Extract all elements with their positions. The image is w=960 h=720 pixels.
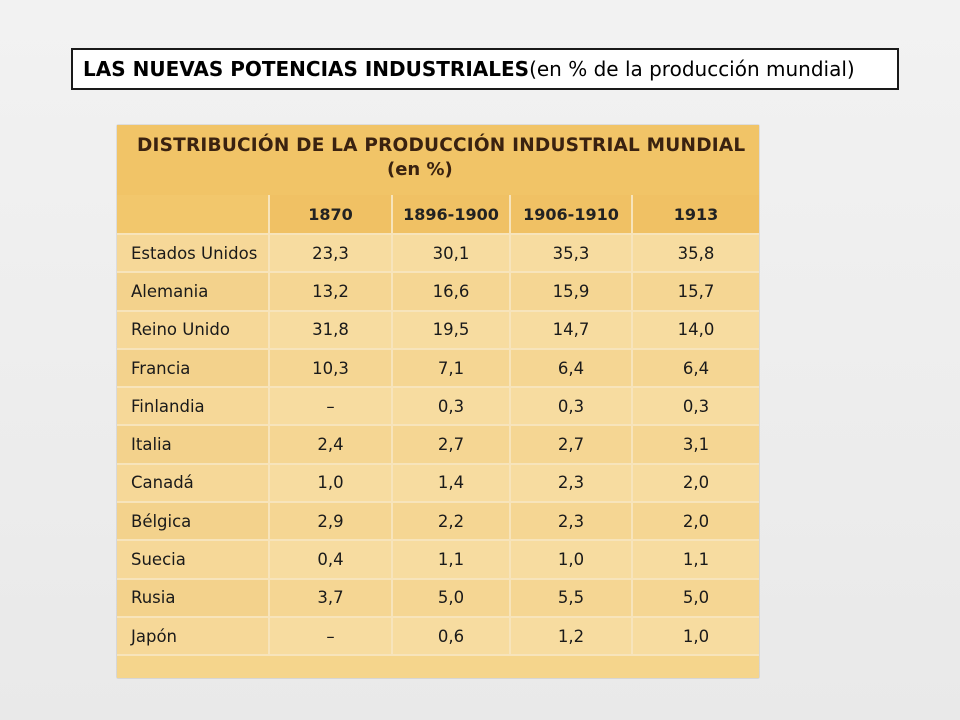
value-cell: 2,0 [631,502,759,542]
value-cell: 0,3 [631,387,759,427]
value-cell: 7,1 [391,348,510,389]
table-row: Bélgica 2,9 2,2 2,3 2,0 [117,502,759,542]
value-cell: 2,7 [509,425,632,465]
value-cell: 0,3 [509,387,632,427]
value-cell: 0,4 [268,540,392,580]
production-table: 1870 1896-1900 1906-1910 1913 Estados Un… [117,195,759,657]
table-row: Suecia 0,4 1,1 1,0 1,1 [117,540,759,580]
table-subtitle: (en %) [387,159,453,180]
value-cell: 1,4 [391,463,510,504]
country-cell: Canadá [117,463,269,504]
slide-title-rest: (en % de la producción mundial) [529,57,855,81]
country-cell: Alemania [117,272,269,312]
table-row: Japón – 0,6 1,2 1,0 [117,616,759,657]
slide-title-bold: LAS NUEVAS POTENCIAS INDUSTRIALES [83,57,530,81]
column-header: 1913 [631,195,759,235]
table-row: Canadá 1,0 1,4 2,3 2,0 [117,463,759,504]
value-cell: 1,1 [631,540,759,580]
table-header-row: 1870 1896-1900 1906-1910 1913 [117,195,759,235]
value-cell: 35,8 [631,234,759,274]
country-cell: Reino Unido [117,310,269,350]
country-cell: Japón [117,616,269,657]
country-cell: Suecia [117,540,269,580]
table-row: Italia 2,4 2,7 2,7 3,1 [117,425,759,465]
country-cell: Italia [117,425,269,465]
value-cell: 6,4 [509,348,632,389]
value-cell: 5,0 [391,578,510,618]
country-cell: Estados Unidos [117,234,269,274]
value-cell: 23,3 [268,234,392,274]
value-cell: 2,2 [391,502,510,542]
value-cell: 2,4 [268,425,392,465]
table-row: Alemania 13,2 16,6 15,9 15,7 [117,272,759,312]
table-row: Estados Unidos 23,3 30,1 35,3 35,8 [117,234,759,274]
value-cell: 10,3 [268,348,392,389]
value-cell: 0,6 [391,616,510,657]
value-cell: 2,0 [631,463,759,504]
table-title: DISTRIBUCIÓN DE LA PRODUCCIÓN INDUSTRIAL… [137,135,746,156]
value-cell: 3,7 [268,578,392,618]
column-header: 1870 [268,195,392,235]
table-image: DISTRIBUCIÓN DE LA PRODUCCIÓN INDUSTRIAL… [117,125,759,678]
value-cell: 1,0 [631,616,759,657]
country-cell: Finlandia [117,387,269,427]
value-cell: 0,3 [391,387,510,427]
table-row: Reino Unido 31,8 19,5 14,7 14,0 [117,310,759,350]
value-cell: 15,7 [631,272,759,312]
value-cell: 2,3 [509,463,632,504]
table-row: Finlandia – 0,3 0,3 0,3 [117,387,759,427]
value-cell: 2,9 [268,502,392,542]
value-cell: – [268,616,392,657]
value-cell: 35,3 [509,234,632,274]
country-cell: Rusia [117,578,269,618]
value-cell: 19,5 [391,310,510,350]
slide-title: LAS NUEVAS POTENCIAS INDUSTRIALES (en % … [71,48,899,90]
value-cell: 6,4 [631,348,759,389]
value-cell: 5,5 [509,578,632,618]
column-header-corner [117,195,269,235]
table-row: Rusia 3,7 5,0 5,5 5,0 [117,578,759,618]
table-row: Francia 10,3 7,1 6,4 6,4 [117,348,759,389]
value-cell: 13,2 [268,272,392,312]
value-cell: 31,8 [268,310,392,350]
value-cell: 1,1 [391,540,510,580]
value-cell: 16,6 [391,272,510,312]
value-cell: 3,1 [631,425,759,465]
table-header-band: DISTRIBUCIÓN DE LA PRODUCCIÓN INDUSTRIAL… [117,125,759,195]
value-cell: – [268,387,392,427]
value-cell: 5,0 [631,578,759,618]
column-header: 1896-1900 [391,195,510,235]
value-cell: 14,7 [509,310,632,350]
value-cell: 14,0 [631,310,759,350]
value-cell: 15,9 [509,272,632,312]
country-cell: Bélgica [117,502,269,542]
value-cell: 2,3 [509,502,632,542]
value-cell: 1,0 [268,463,392,504]
value-cell: 1,0 [509,540,632,580]
value-cell: 1,2 [509,616,632,657]
value-cell: 2,7 [391,425,510,465]
value-cell: 30,1 [391,234,510,274]
country-cell: Francia [117,348,269,389]
column-header: 1906-1910 [509,195,632,235]
